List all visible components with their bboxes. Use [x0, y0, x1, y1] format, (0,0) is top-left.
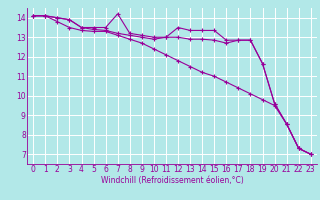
X-axis label: Windchill (Refroidissement éolien,°C): Windchill (Refroidissement éolien,°C) [100, 176, 244, 185]
